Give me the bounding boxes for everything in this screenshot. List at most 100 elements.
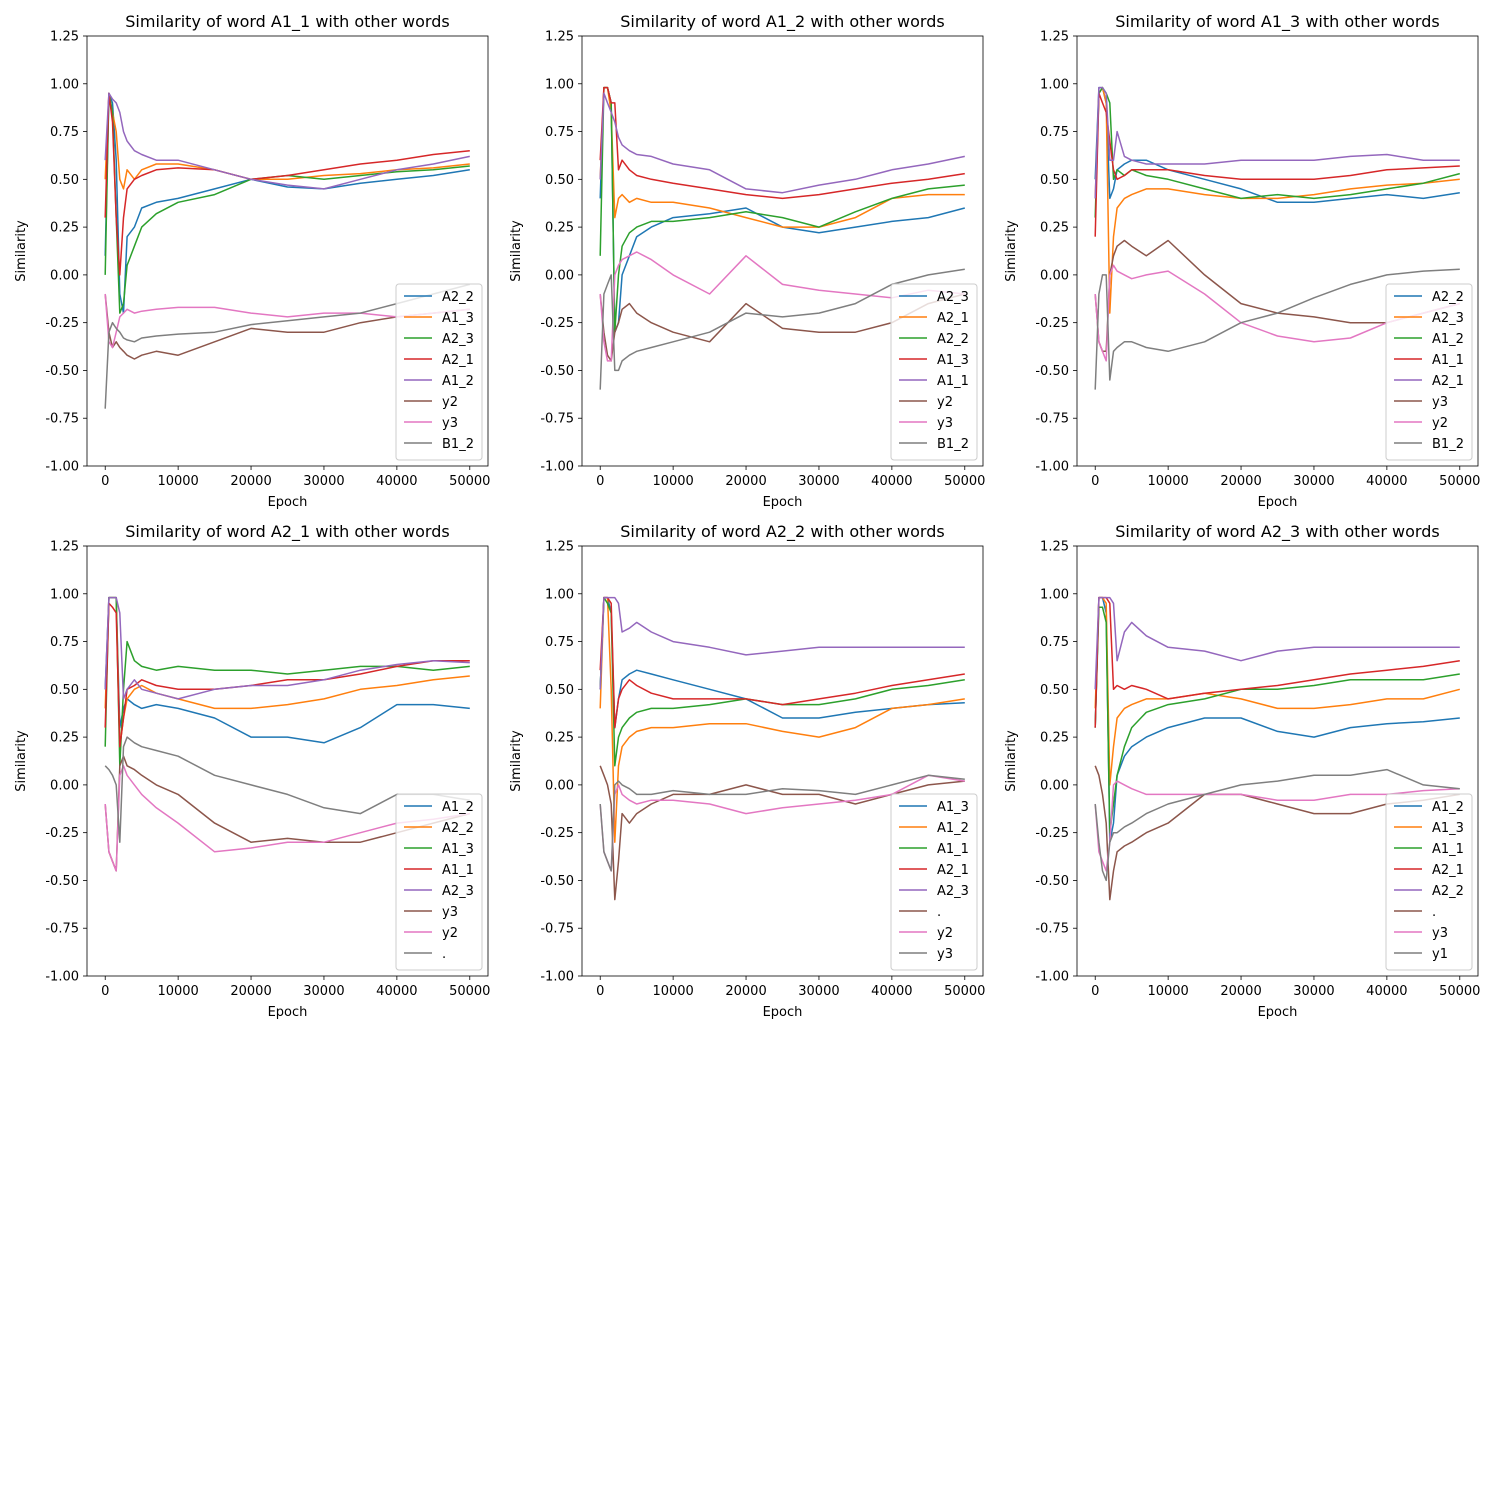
x-tick-label: 20000 <box>1220 474 1261 489</box>
y-tick-label: 1.25 <box>545 540 574 555</box>
legend: A1_3 A1_2 A1_1 A2_1 A2_3. y2 y3 <box>890 793 978 971</box>
legend: A2_3 A2_1 A2_2 A1_3 A1_1 y2 y3 B1_2 <box>890 283 978 461</box>
legend-entry: y3 <box>442 416 458 431</box>
legend-entry: . <box>937 905 941 920</box>
series-line-B1_2 <box>1094 268 1460 390</box>
x-tick-label: 50000 <box>944 474 985 489</box>
y-tick-label: 1.25 <box>545 30 574 45</box>
legend-entry: A2_1 <box>937 863 969 878</box>
series-group <box>104 92 470 409</box>
series-line-A1_2 <box>599 596 965 843</box>
y-tick-label: -0.75 <box>45 922 79 937</box>
y-axis-label: Similarity <box>509 220 524 282</box>
x-tick-label: 10000 <box>652 474 693 489</box>
y-tick-label: -0.50 <box>1035 874 1069 889</box>
legend-entry: A1_1 <box>937 374 969 389</box>
legend: A2_2 A1_3 A2_3 A2_1 A1_2 y2 y3 B1_2 <box>395 283 483 461</box>
x-tick-label: 10000 <box>1147 984 1188 999</box>
chart-panel-3: 0 10000 20000 30000 40000 50000 -1.00 -0.75 -0.5… <box>1004 12 1480 510</box>
series-line-A2_1 <box>104 92 470 276</box>
y-tick-label: 0.25 <box>50 221 79 236</box>
y-tick-label: -0.25 <box>540 316 574 331</box>
y-axis-label: Similarity <box>509 730 524 792</box>
y-tick-label: 0.00 <box>1040 778 1069 793</box>
plot-frame <box>581 35 984 467</box>
plot-frame <box>1076 545 1479 977</box>
legend-box <box>890 793 978 971</box>
x-tick-label: 30000 <box>303 984 344 999</box>
y-tick-label: 1.25 <box>1040 540 1069 555</box>
plot-frame <box>86 545 489 977</box>
y-tick-label: 0.25 <box>545 731 574 746</box>
x-tick-label: 50000 <box>944 984 985 999</box>
x-tick-label: 40000 <box>376 984 417 999</box>
legend-entry: A2_1 <box>1432 374 1464 389</box>
y-tick-label: 0.50 <box>545 173 574 188</box>
y-axis-label: Similarity <box>14 220 29 282</box>
series-line-B1_2 <box>104 283 470 409</box>
legend-entry: . <box>1432 905 1436 920</box>
legend-entry: A2_3 <box>1432 311 1464 326</box>
legend-entry: A1_3 <box>442 311 474 326</box>
y-tick-label: 1.00 <box>545 587 574 602</box>
series-line-A1_1 <box>104 602 470 748</box>
legend-entry: B1_2 <box>1432 437 1464 452</box>
y-axis-label: Similarity <box>1004 730 1019 792</box>
legend-entry: A2_2 <box>1432 884 1464 899</box>
y-tick-label: -0.25 <box>540 826 574 841</box>
x-tick-label: 0 <box>1091 984 1099 999</box>
x-axis-label: Epoch <box>1258 1005 1298 1020</box>
y-tick-label: 1.00 <box>50 77 79 92</box>
x-tick-label: 30000 <box>798 984 839 999</box>
y-tick-label: -0.50 <box>45 364 79 379</box>
plot-frame <box>581 545 984 977</box>
y-tick-label: 1.25 <box>50 540 79 555</box>
chart-panel-4: 0 10000 20000 30000 40000 50000 -1.00 -0.75 -0.5… <box>14 522 490 1020</box>
legend-entry: y3 <box>937 947 953 962</box>
y-tick-label: 0.25 <box>545 221 574 236</box>
series-line-A2_2 <box>104 92 470 314</box>
legend-entry: y2 <box>442 926 458 941</box>
legend-box <box>395 283 483 461</box>
legend-entry: y3 <box>442 905 458 920</box>
series-line-A1_2 <box>104 92 470 190</box>
chart-panel-1: 0 10000 20000 30000 40000 50000 -1.00 -0.75 -0.5… <box>14 12 490 510</box>
x-tick-label: 20000 <box>230 474 271 489</box>
y-tick-label: -0.75 <box>45 412 79 427</box>
y-axis-label: Similarity <box>14 730 29 792</box>
legend-box <box>395 793 483 971</box>
y-tick-label: 0.75 <box>50 635 79 650</box>
x-tick-label: 20000 <box>230 984 271 999</box>
plot-frame <box>86 35 489 467</box>
chart-panel-5: 0 10000 20000 30000 40000 50000 -1.00 -0.75 -0.5… <box>509 522 985 1020</box>
y-tick-label: -0.25 <box>45 316 79 331</box>
legend-entry: A1_3 <box>937 800 969 815</box>
x-tick-label: 20000 <box>725 474 766 489</box>
series-line-A1_1 <box>599 92 965 194</box>
x-tick-label: 0 <box>101 474 109 489</box>
y-tick-label: -0.25 <box>45 826 79 841</box>
y-tick-label: 0.00 <box>50 778 79 793</box>
legend-entry: A1_2 <box>1432 332 1464 347</box>
x-axis-label: Epoch <box>1258 495 1298 510</box>
y-tick-label: -1.00 <box>540 460 574 475</box>
x-tick-label: 30000 <box>303 474 344 489</box>
series-line-A1_3 <box>599 86 965 200</box>
legend: A1_2 A2_2 A1_3 A1_1 A2_3 y3 y2. <box>395 793 483 971</box>
series-line-. <box>104 736 470 843</box>
series-line-y2 <box>104 765 470 872</box>
legend: A1_2 A1_3 A1_1 A2_1 A2_2. y3 y1 <box>1385 793 1473 971</box>
y-tick-label: -1.00 <box>45 970 79 985</box>
legend-entry: A1_3 <box>442 842 474 857</box>
series-line-A1_1 <box>1094 606 1460 834</box>
x-tick-label: 0 <box>101 984 109 999</box>
series-line-y3 <box>1094 780 1460 872</box>
legend-entry: A1_2 <box>937 821 969 836</box>
legend-box <box>1385 793 1473 971</box>
y-tick-label: -0.50 <box>1035 364 1069 379</box>
x-tick-label: 50000 <box>1439 984 1480 999</box>
legend-entry: A1_1 <box>937 842 969 857</box>
series-line-B1_2 <box>599 268 965 390</box>
x-tick-label: 40000 <box>376 474 417 489</box>
